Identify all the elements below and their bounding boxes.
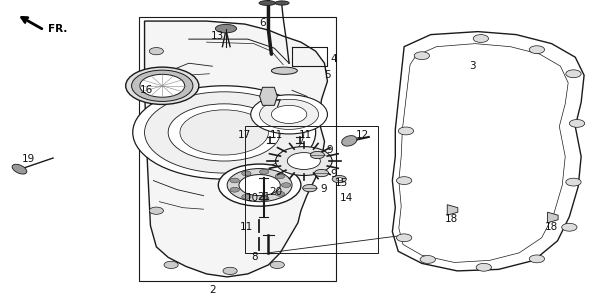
Circle shape xyxy=(332,175,346,183)
Circle shape xyxy=(270,261,284,268)
Circle shape xyxy=(476,263,491,271)
Circle shape xyxy=(260,196,269,201)
Circle shape xyxy=(227,169,292,202)
Circle shape xyxy=(396,234,412,242)
Text: 20: 20 xyxy=(270,187,283,197)
Text: 17: 17 xyxy=(238,130,251,140)
Circle shape xyxy=(260,99,319,129)
Circle shape xyxy=(140,74,185,97)
Ellipse shape xyxy=(12,164,27,174)
Circle shape xyxy=(132,70,193,101)
Circle shape xyxy=(396,177,412,185)
Ellipse shape xyxy=(215,24,237,33)
Circle shape xyxy=(303,162,317,169)
Text: 11: 11 xyxy=(270,130,283,140)
Circle shape xyxy=(126,67,199,104)
Text: 14: 14 xyxy=(340,193,353,203)
Circle shape xyxy=(281,183,291,188)
Circle shape xyxy=(303,185,317,192)
Circle shape xyxy=(149,207,163,214)
Text: 9: 9 xyxy=(320,184,327,194)
Polygon shape xyxy=(392,32,584,271)
Circle shape xyxy=(275,174,284,179)
Circle shape xyxy=(276,147,332,175)
Ellipse shape xyxy=(342,136,357,146)
Circle shape xyxy=(569,119,585,127)
Circle shape xyxy=(218,164,301,206)
Circle shape xyxy=(133,86,316,179)
Text: FR.: FR. xyxy=(48,23,68,34)
Circle shape xyxy=(529,46,545,54)
Text: 18: 18 xyxy=(545,222,558,232)
Polygon shape xyxy=(260,87,277,105)
Text: 11: 11 xyxy=(299,130,312,140)
Circle shape xyxy=(529,255,545,263)
Circle shape xyxy=(398,127,414,135)
Circle shape xyxy=(239,175,280,196)
Text: 4: 4 xyxy=(330,54,337,64)
Circle shape xyxy=(242,194,251,199)
Circle shape xyxy=(562,223,577,231)
Text: 12: 12 xyxy=(356,130,369,140)
Text: 7: 7 xyxy=(274,99,281,109)
Circle shape xyxy=(275,191,284,196)
Text: 15: 15 xyxy=(335,178,348,188)
Circle shape xyxy=(164,261,178,268)
Ellipse shape xyxy=(275,1,289,5)
Circle shape xyxy=(251,95,327,134)
Text: 11: 11 xyxy=(240,222,253,232)
Polygon shape xyxy=(548,212,558,223)
Ellipse shape xyxy=(271,67,297,74)
Text: 9: 9 xyxy=(330,169,337,179)
Circle shape xyxy=(242,171,251,176)
Circle shape xyxy=(314,169,329,177)
Circle shape xyxy=(566,178,581,186)
Circle shape xyxy=(310,151,325,159)
Circle shape xyxy=(566,70,581,78)
Text: 2: 2 xyxy=(209,285,216,296)
Bar xyxy=(245,126,378,253)
Circle shape xyxy=(271,105,307,123)
Polygon shape xyxy=(447,205,458,215)
Text: 16: 16 xyxy=(140,85,153,95)
Circle shape xyxy=(149,48,163,55)
Circle shape xyxy=(230,178,240,183)
Circle shape xyxy=(223,267,237,275)
Text: 13: 13 xyxy=(211,30,224,41)
Circle shape xyxy=(420,256,435,263)
Ellipse shape xyxy=(259,1,276,5)
Circle shape xyxy=(230,187,240,192)
Text: 18: 18 xyxy=(445,214,458,224)
Circle shape xyxy=(260,169,269,174)
Circle shape xyxy=(473,35,489,42)
Circle shape xyxy=(287,153,320,169)
Text: 8: 8 xyxy=(251,252,258,262)
Text: 3: 3 xyxy=(468,61,476,71)
Bar xyxy=(139,17,336,281)
Text: 5: 5 xyxy=(324,70,331,80)
Circle shape xyxy=(336,178,342,181)
Circle shape xyxy=(168,104,280,161)
Circle shape xyxy=(145,92,304,173)
Text: 9: 9 xyxy=(326,145,333,155)
Text: 21: 21 xyxy=(258,192,271,202)
Text: 19: 19 xyxy=(22,154,35,164)
Text: 10: 10 xyxy=(245,193,258,203)
Circle shape xyxy=(414,52,430,60)
Circle shape xyxy=(180,110,268,155)
Polygon shape xyxy=(145,21,327,277)
Text: 6: 6 xyxy=(259,17,266,28)
